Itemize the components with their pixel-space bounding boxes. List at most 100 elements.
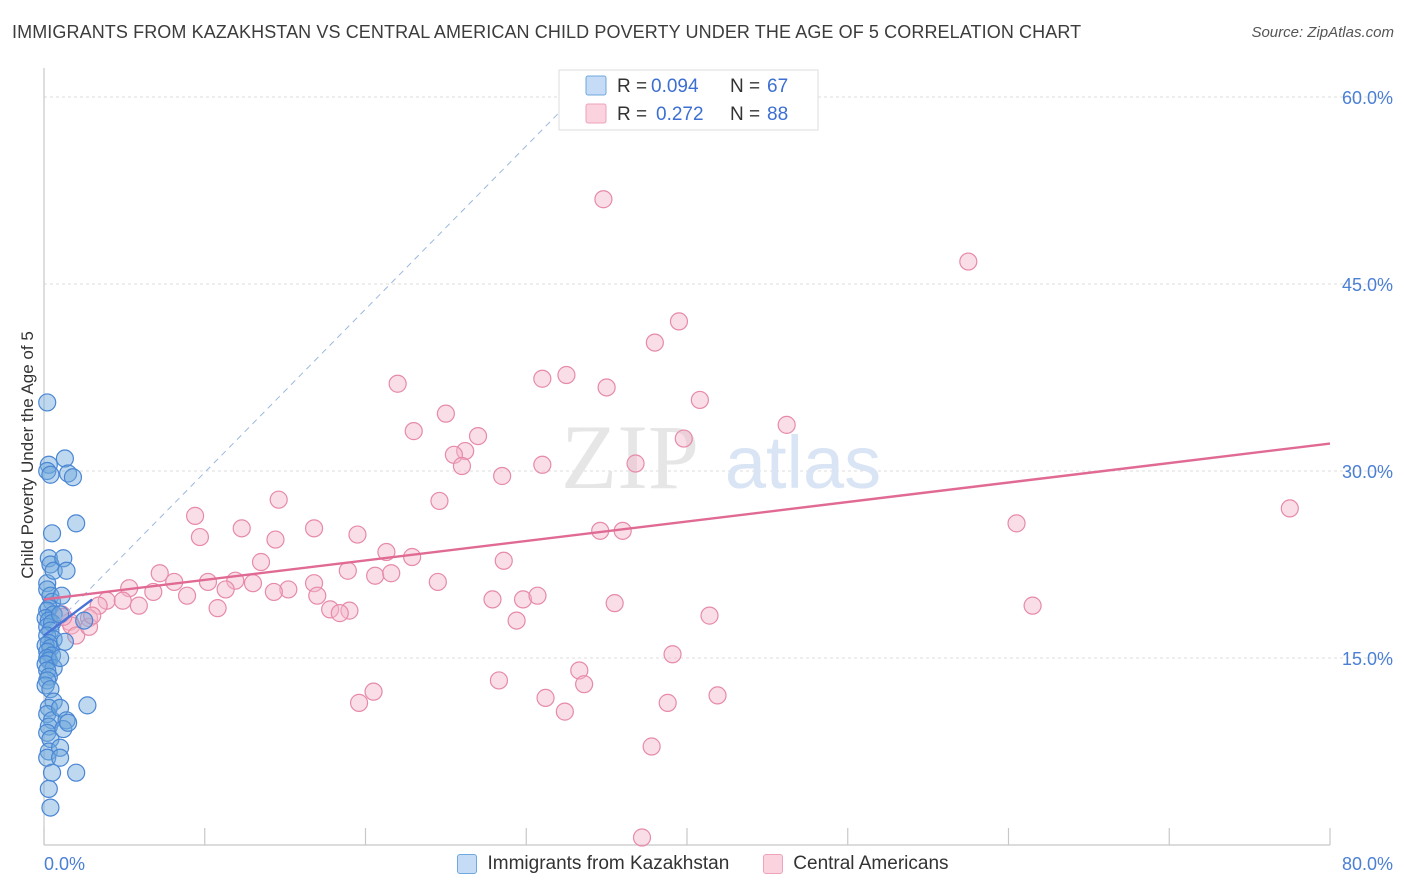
point-kazakhstan: [38, 393, 57, 412]
point-central-americans: [570, 661, 589, 680]
legend-swatch-kazakhstan-bottom: [457, 854, 478, 874]
source-label: Source: ZipAtlas.com: [1251, 24, 1394, 41]
point-central-americans: [507, 611, 526, 630]
point-central-americans: [663, 645, 682, 664]
trend-extension-kazakhstan: [43, 96, 575, 636]
point-kazakhstan: [39, 779, 58, 799]
point-central-americans: [605, 594, 624, 613]
point-central-americans: [626, 454, 645, 473]
legend-n-label-2: N =: [730, 104, 760, 125]
point-kazakhstan: [78, 696, 97, 715]
point-central-americans: [557, 365, 576, 385]
trend-line-kazakhstan: [43, 598, 93, 637]
point-central-americans: [456, 441, 475, 461]
x-tick-label-max: 80.0%: [1342, 854, 1393, 874]
point-central-americans: [430, 491, 449, 511]
y-tick-label: 60.0%: [1342, 88, 1393, 108]
point-kazakhstan: [41, 465, 60, 484]
point-central-americans: [251, 552, 271, 572]
watermark: ZIP atlas: [561, 406, 881, 508]
legend-r-value-1: 0.094: [651, 76, 699, 97]
point-central-americans: [777, 415, 796, 434]
point-kazakhstan: [67, 514, 86, 533]
point-kazakhstan: [55, 632, 74, 651]
y-tick-label: 30.0%: [1342, 462, 1393, 482]
legend-swatch-kazakhstan: [585, 75, 607, 96]
point-kazakhstan: [41, 798, 60, 817]
legend-swatch-central-americans-bottom: [763, 854, 784, 874]
legend-label-central-americans: Central Americans: [793, 853, 949, 874]
point-central-americans: [533, 455, 552, 474]
point-central-americans: [536, 688, 555, 707]
point-central-americans: [198, 572, 218, 592]
legend-r-label-1: R =: [617, 76, 647, 97]
y-axis-label: Child Poverty Under the Age of 5: [18, 331, 37, 579]
point-central-americans: [269, 490, 288, 509]
point-kazakhstan: [55, 449, 74, 468]
legend-n-value-2: 88: [767, 104, 788, 125]
watermark-atlas: atlas: [725, 421, 881, 504]
point-central-americans: [177, 586, 197, 605]
point-central-americans: [690, 390, 709, 410]
point-kazakhstan: [50, 748, 70, 767]
point-central-americans: [388, 374, 407, 393]
point-central-americans: [403, 547, 422, 567]
point-kazakhstan: [50, 648, 70, 668]
point-central-americans: [632, 828, 652, 847]
legend-r-value-2: 0.272: [656, 104, 704, 125]
labels-layer: 15.0% 30.0% 45.0% 60.0% 0.0% 80.0%: [44, 88, 1393, 874]
point-central-americans: [382, 564, 401, 583]
point-central-americans: [594, 190, 613, 209]
point-central-americans: [575, 675, 594, 694]
point-central-americans: [308, 586, 327, 605]
point-kazakhstan: [63, 468, 83, 487]
legend-swatch-central-americans: [585, 103, 607, 124]
point-central-americans: [150, 564, 169, 583]
point-central-americans: [348, 525, 367, 544]
point-central-americans: [366, 566, 385, 585]
point-central-americans: [669, 312, 689, 331]
point-central-americans: [129, 596, 148, 615]
legend-n-label-1: N =: [730, 76, 760, 97]
point-central-americans: [321, 600, 340, 619]
point-central-americans: [208, 599, 227, 618]
point-central-americans: [483, 590, 502, 609]
legend-label-kazakhstan: Immigrants from Kazakhstan: [487, 853, 730, 874]
point-kazakhstan: [42, 763, 62, 782]
point-central-americans: [89, 596, 108, 615]
point-central-americans: [959, 252, 978, 271]
point-central-americans: [364, 682, 383, 701]
point-central-americans: [555, 702, 574, 721]
point-central-americans: [533, 369, 552, 388]
point-kazakhstan: [39, 742, 58, 761]
point-central-americans: [1007, 514, 1026, 533]
point-central-americans: [216, 580, 235, 599]
trend-line-central-americans: [43, 442, 1331, 601]
y-tick-label: 45.0%: [1342, 275, 1393, 295]
chart-title: IMMIGRANTS FROM KAZAKHSTAN VS CENTRAL AM…: [12, 22, 1082, 42]
legend-top: R = 0.094 N = 67 R = 0.272 N = 88: [558, 69, 819, 131]
point-central-americans: [113, 591, 132, 610]
point-central-americans: [338, 561, 357, 580]
point-central-americans: [468, 426, 488, 446]
point-central-americans: [658, 693, 677, 712]
point-central-americans: [243, 574, 263, 593]
point-central-americans: [330, 604, 349, 623]
point-central-americans: [452, 456, 472, 476]
legend-n-value-1: 67: [767, 76, 788, 97]
point-central-americans: [700, 606, 719, 625]
point-central-americans: [708, 686, 727, 705]
point-central-americans: [304, 519, 324, 538]
point-central-americans: [493, 466, 512, 486]
point-central-americans: [67, 626, 86, 645]
point-central-americans: [1280, 499, 1299, 518]
point-central-americans: [186, 506, 205, 525]
x-tick-label-min: 0.0%: [44, 854, 85, 874]
legend-r-label-2: R =: [617, 104, 647, 125]
point-central-americans: [404, 422, 423, 441]
legend-item-kazakhstan: Immigrants from Kazakhstan: [457, 853, 729, 875]
point-central-americans: [597, 378, 616, 397]
legend-item-central-americans: Central Americans: [763, 853, 949, 875]
point-kazakhstan: [59, 713, 78, 732]
